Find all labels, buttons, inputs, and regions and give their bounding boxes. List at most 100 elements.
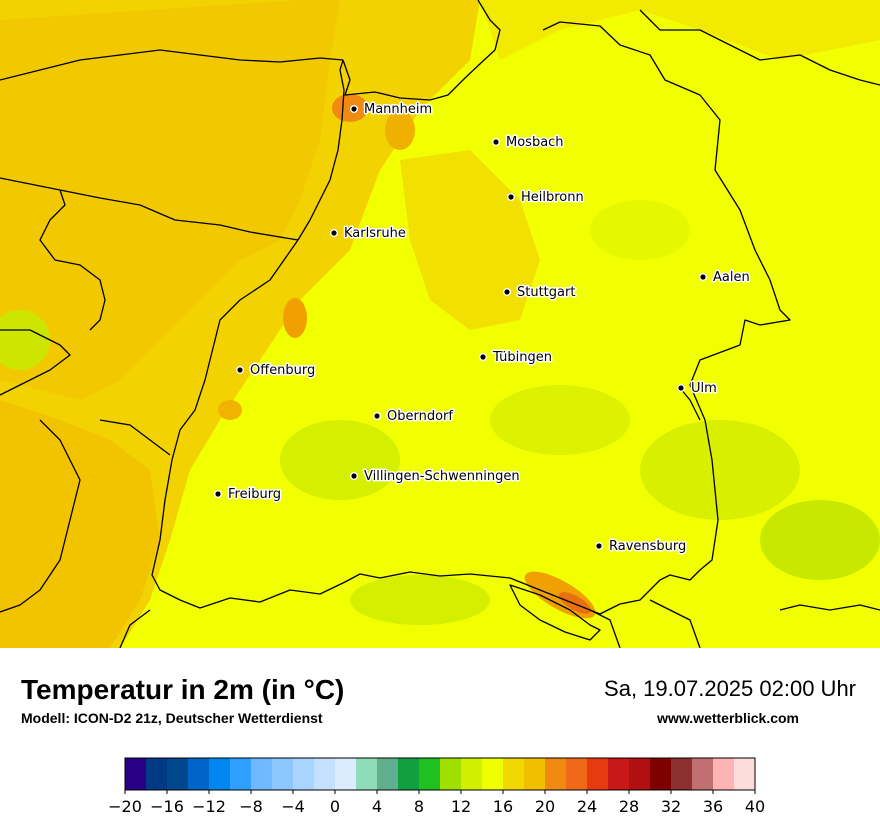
legend-swatch	[419, 758, 441, 790]
city-dot	[374, 413, 380, 419]
city-label: Tübingen	[492, 350, 552, 365]
city-label: Karlsruhe	[344, 226, 406, 241]
border-south-austria	[649, 599, 701, 648]
city-marker: Heilbronn	[507, 189, 585, 207]
city-label: Stuttgart	[517, 285, 575, 300]
legend-tick-label: 24	[577, 797, 597, 816]
legend-tick-label: 16	[493, 797, 513, 816]
state-border	[342, 0, 791, 615]
city-dot	[237, 367, 243, 373]
city-dot	[480, 354, 486, 360]
legend-tick-label: −4	[281, 797, 305, 816]
legend-swatch	[671, 758, 693, 790]
legend-swatch	[188, 758, 210, 790]
legend-tick-label: 32	[661, 797, 681, 816]
warm-region-north	[480, 0, 880, 60]
legend-swatch	[251, 758, 273, 790]
city-dot	[700, 274, 706, 280]
website-link[interactable]: www.wetterblick.com	[657, 710, 799, 726]
city-marker: Offenburg	[236, 362, 317, 380]
cool-patch-2	[490, 385, 630, 455]
city-marker: Mosbach	[492, 134, 565, 152]
legend-swatch	[629, 758, 651, 790]
legend-tick-label: −20	[108, 797, 142, 816]
legend-swatch	[209, 758, 231, 790]
border-northeast	[639, 9, 880, 86]
city-marker: Karlsruhe	[330, 225, 407, 243]
border-south-swiss-2	[119, 609, 151, 648]
legend-swatch	[167, 758, 189, 790]
legend-tick-label: −12	[192, 797, 226, 816]
legend-tick-label: 12	[451, 797, 471, 816]
legend-swatch	[587, 758, 609, 790]
border-west-1	[0, 177, 299, 241]
cool-patch-7	[590, 200, 690, 260]
city-label: Heilbronn	[521, 190, 584, 205]
city-marker: Villingen-Schwenningen	[350, 468, 521, 486]
city-label: Offenburg	[250, 363, 315, 378]
city-dot	[493, 139, 499, 145]
city-marker: Stuttgart	[503, 284, 577, 302]
legend-tick-label: 36	[703, 797, 723, 816]
hot-spot-mannheim-2	[385, 110, 415, 150]
city-marker: Ravensburg	[595, 538, 688, 556]
city-label: Aalen	[713, 270, 750, 285]
legend-swatch	[314, 758, 336, 790]
legend-tick-label: −16	[150, 797, 184, 816]
border-north	[0, 49, 344, 81]
legend-swatch	[482, 758, 504, 790]
city-dot	[331, 230, 337, 236]
legend-tick-label: 20	[535, 797, 555, 816]
temperature-map: Mannheim Mosbach Heilbronn Karlsruhe Aalen St…	[0, 0, 880, 648]
legend-swatch	[272, 758, 294, 790]
city-marker: Aalen	[699, 269, 751, 287]
hot-spot-bodensee-core	[559, 592, 591, 614]
city-label: Mannheim	[364, 102, 432, 117]
legend-tick-label: −8	[239, 797, 263, 816]
legend-frame	[124, 757, 756, 791]
country-border-switzerland	[179, 571, 621, 648]
border-east-ulm	[679, 387, 701, 421]
map-footer: Temperatur in 2m (in °C) Modell: ICON-D2…	[0, 648, 880, 830]
cool-patch-5	[350, 575, 490, 625]
legend-tick-label: 4	[372, 797, 382, 816]
lake-constance	[509, 584, 601, 641]
city-label: Mosbach	[506, 135, 564, 150]
border-west-2	[0, 329, 71, 396]
legend-swatch	[146, 758, 168, 790]
legend-tick-label: 40	[745, 797, 765, 816]
legend-swatch	[335, 758, 357, 790]
city-marker: Freiburg	[214, 486, 283, 504]
legend-swatch	[230, 758, 252, 790]
city-label: Oberndorf	[387, 409, 453, 424]
city-marker: Oberndorf	[373, 408, 455, 426]
city-label: Ravensburg	[609, 539, 686, 554]
state-border-northwest	[297, 59, 345, 241]
warm-spot-upper-rhine	[218, 400, 242, 420]
legend-swatch	[713, 758, 735, 790]
city-dot	[351, 473, 357, 479]
legend-swatch	[524, 758, 546, 790]
legend-swatch	[734, 758, 756, 790]
warmer-region-rhine	[0, 0, 340, 400]
legend-tick-label: 0	[330, 797, 340, 816]
city-markers: Mannheim Mosbach Heilbronn Karlsruhe Aalen St…	[214, 101, 751, 556]
state-border-rhine	[151, 239, 299, 601]
city-marker: Mannheim	[350, 101, 434, 119]
city-dot	[351, 106, 357, 112]
model-info: Modell: ICON-D2 21z, Deutscher Wetterdie…	[21, 710, 323, 726]
temperature-legend: −20 −16 −12 −8 −4 0 4 8 12 16 20 24 28 32 36 40	[108, 757, 765, 816]
legend-swatch	[608, 758, 630, 790]
cool-patch-3	[640, 420, 800, 520]
cool-patch-4	[760, 500, 880, 580]
legend-swatch	[293, 758, 315, 790]
legend-swatch	[356, 758, 378, 790]
legend-swatch	[650, 758, 672, 790]
border-southeast	[779, 604, 880, 611]
cool-patch-6	[0, 310, 50, 370]
map-title: Temperatur in 2m (in °C)	[21, 674, 345, 705]
city-dot	[596, 543, 602, 549]
legend-swatch	[398, 758, 420, 790]
legend-tick-label: 8	[414, 797, 424, 816]
city-marker: Tübingen	[479, 349, 554, 367]
